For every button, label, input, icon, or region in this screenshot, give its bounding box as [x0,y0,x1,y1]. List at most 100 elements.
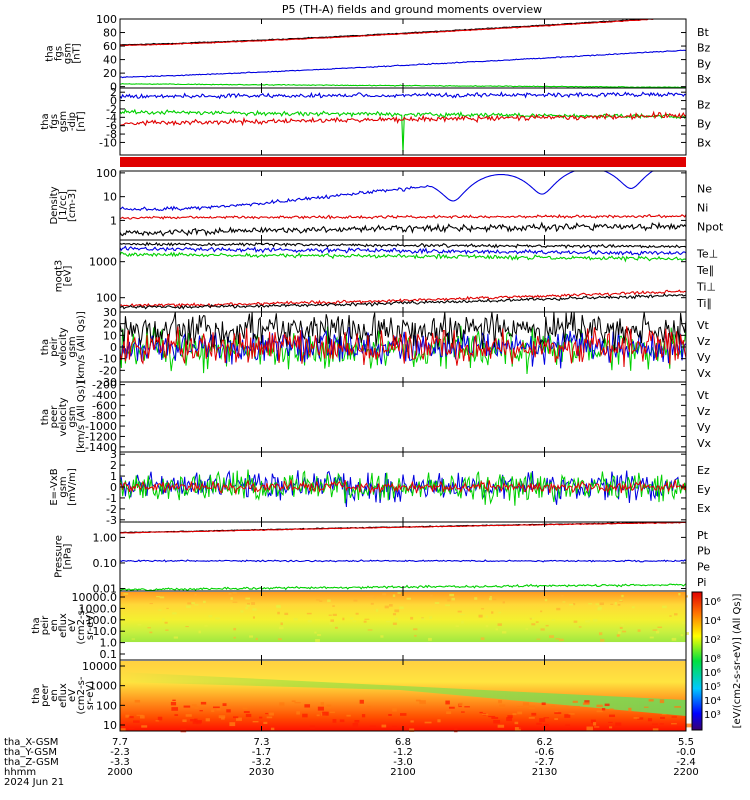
spectrogram-speckle [528,705,536,710]
spectrogram-speckle [252,720,259,723]
ylabel-line: [km/s (All Qs)] [76,381,87,453]
ylabel-line: gsm [67,336,78,357]
legend-Ey: Ey [697,483,711,496]
spectrogram-speckle [147,627,151,629]
ytick-label: -10 [99,353,117,366]
ytick-label: 0 [110,341,117,354]
spectrogram-speckle [222,703,227,707]
spectrogram-speckle [678,592,681,596]
xaxis-row-value: -3.3 [110,757,130,768]
spectrogram-speckle [328,614,332,616]
legend-Pb: Pb [697,545,711,558]
spectrogram-speckle [380,635,384,638]
xaxis-row-value: -0.6 [535,747,555,758]
ylabel-line: Density [49,186,60,224]
ytick-label: 100 [96,13,117,26]
ytick-label: -8 [106,128,117,141]
ylabel-line: [1/cc] [58,191,69,220]
spectrogram-speckle [531,623,536,626]
spectrogram-speckle [615,722,622,727]
spectrogram-speckle [461,711,465,713]
spectrogram-speckle [558,638,564,642]
ylabel-line: peir [49,336,60,356]
spectrogram-speckle [317,634,322,636]
spectrogram-speckle [388,713,392,716]
spectrogram-speckle [400,713,407,716]
spectrogram-speckle [233,636,236,639]
series-Bt-line [120,18,686,46]
ytick-label: 2 [110,86,117,99]
spectrogram-speckle [369,595,374,597]
spectrogram-speckle [647,718,653,722]
legend-Ti∥: Ti∥ [696,297,712,310]
spectrogram-speckle [171,707,179,711]
spectrogram-speckle [554,718,558,720]
spectrogram-speckle [128,727,135,730]
spectrogram-speckle [281,620,284,624]
legend-Pt: Pt [697,529,709,542]
colorbar-tick: 10⁵ [704,682,721,693]
ylabel-line: tha [45,45,56,61]
ytick-label: 10 [103,719,117,732]
series-Ey-line [119,469,687,506]
spectrogram-speckle [428,637,432,641]
ytick-label: 0.10 [93,557,118,570]
ylabel-line: gsm [58,476,69,497]
spectrogram-speckle [446,711,452,715]
spectrogram-speckle [660,716,665,719]
spectrogram-speckle [637,629,641,632]
spectrogram-speckle [540,628,545,631]
spectrogram-speckle [409,728,415,732]
spectrogram-speckle [455,625,459,627]
spectrogram-speckle [633,717,640,719]
spectrogram-speckle [370,602,374,605]
spectrogram-speckle [506,717,513,722]
spectrogram-speckle [593,722,597,726]
spectrogram-speckle [392,613,397,616]
spectrogram-speckle [485,615,488,618]
spectrogram-speckle [291,700,296,702]
spectrogram-speckle [680,634,684,637]
ylabel-line: tha [40,339,51,355]
spectrogram-speckle [202,600,206,604]
spectrogram-speckle [541,702,546,706]
legend-Vt: Vt [697,389,710,402]
spectrogram-speckle [406,597,412,600]
ylabel-line: velocity [58,327,69,366]
spectrogram-speckle [495,628,499,631]
spectrogram-speckle [265,712,269,715]
spectrogram-speckle [194,593,197,596]
spectrogram-speckle [525,628,529,630]
spectrogram-speckle [488,597,492,601]
spectrogram-speckle [352,722,359,727]
legend-Bz: Bz [697,42,711,55]
ytick-label: -2 [106,103,117,116]
xaxis-row-value: -0.0 [676,747,696,758]
ytick-label: -600 [92,399,117,412]
spectrogram-speckle [162,618,165,621]
spectrogram-speckle [359,699,364,704]
spectrogram-speckle [474,597,478,600]
spectrogram-speckle [618,631,621,634]
spectrogram-speckle [296,711,300,715]
spectrogram-speckle [501,631,507,634]
spectrogram-speckle [226,709,231,713]
series-Bx-line [119,49,687,79]
ylabel-line: [nPa] [63,543,74,569]
xaxis-row-value: 2000 [107,767,132,778]
spectrogram-speckle [314,631,317,634]
spectrogram-speckle [381,724,387,728]
spectrogram-speckle [596,704,603,708]
spectrogram-speckle [302,713,308,718]
ylabel-line: peer [49,405,60,429]
spectrogram-speckle [497,623,502,626]
ylabel-line: en [49,619,60,632]
spectrogram-speckle [211,709,215,713]
spectrogram-speckle [460,614,465,616]
ytick-label: 40 [103,54,117,67]
ylabel-line: [km/s (All Qs)] [76,311,87,383]
spectrogram-speckle [671,723,677,725]
spectrogram-speckle [568,604,574,606]
ylabel-line: peer [40,683,51,707]
